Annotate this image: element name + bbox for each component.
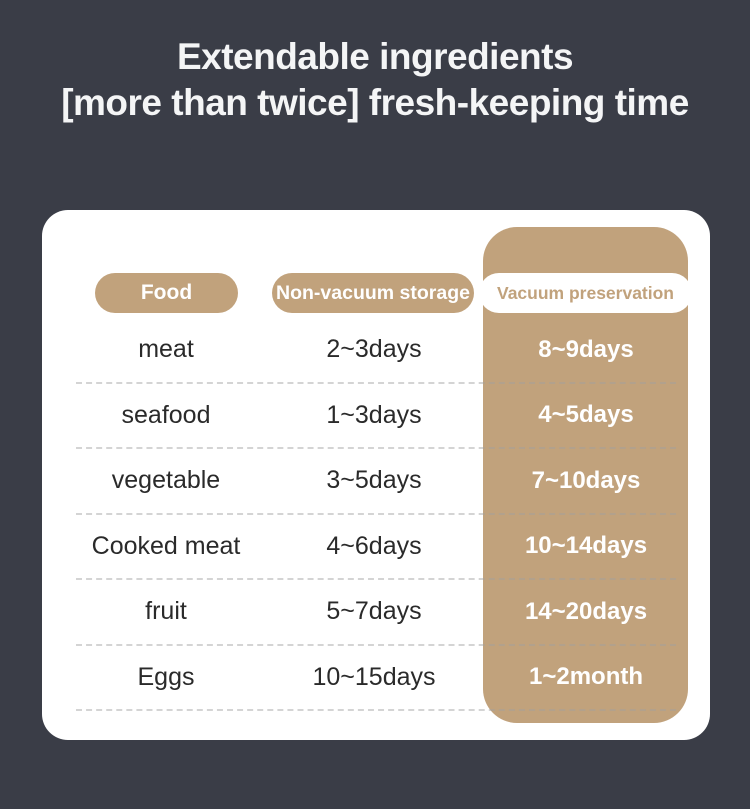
cell-food: meat: [138, 335, 194, 364]
table-row: Eggs 10~15days 1~2month: [76, 646, 676, 711]
cell-food: Eggs: [137, 662, 195, 691]
page-title: Extendable ingredients [more than twice]…: [0, 34, 750, 126]
cell-non-vacuum: 3~5days: [326, 466, 422, 495]
table-row: vegetable 3~5days 7~10days: [76, 449, 676, 515]
table-row: Cooked meat 4~6days 10~14days: [76, 515, 676, 580]
cell-vacuum: 14~20days: [524, 597, 648, 625]
cell-non-vacuum: 4~6days: [326, 531, 422, 560]
column-header-vacuum-preservation: Vacuum preservation: [479, 273, 692, 313]
cell-vacuum: 8~9days: [538, 335, 634, 363]
table-body: meat 2~3days 8~9days seafood 1~3days 4~5…: [76, 318, 676, 711]
comparison-table-card: Food Non-vacuum storage Vacuum preservat…: [42, 210, 710, 740]
cell-food: Cooked meat: [91, 531, 241, 560]
cell-non-vacuum: 1~3days: [326, 400, 422, 429]
cell-vacuum: 7~10days: [531, 466, 641, 494]
cell-vacuum: 1~2month: [528, 663, 644, 691]
cell-non-vacuum: 5~7days: [326, 597, 422, 626]
table-row: meat 2~3days 8~9days: [76, 318, 676, 384]
cell-food: vegetable: [111, 466, 221, 495]
column-header-food: Food: [95, 273, 238, 313]
cell-non-vacuum: 2~3days: [326, 335, 422, 364]
cell-food: seafood: [121, 400, 211, 429]
title-line-2: [more than twice] fresh-keeping time: [61, 82, 689, 123]
cell-food: fruit: [145, 597, 187, 626]
table-row: seafood 1~3days 4~5days: [76, 384, 676, 449]
cell-non-vacuum: 10~15days: [312, 662, 436, 691]
cell-vacuum: 10~14days: [524, 532, 648, 560]
table-row: fruit 5~7days 14~20days: [76, 580, 676, 646]
cell-vacuum: 4~5days: [538, 401, 634, 429]
column-header-non-vacuum-storage: Non-vacuum storage: [272, 273, 474, 313]
title-line-1: Extendable ingredients: [176, 36, 574, 77]
